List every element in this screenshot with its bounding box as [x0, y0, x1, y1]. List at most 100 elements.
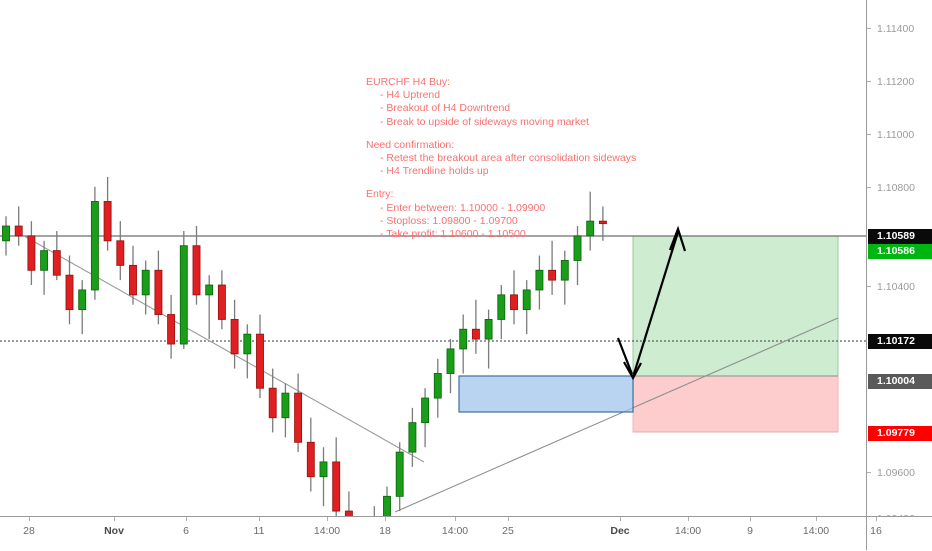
candle-body — [167, 314, 176, 345]
price-tick-label: 1.11400 — [877, 23, 915, 35]
price-badge[interactable]: 1.09779 — [868, 426, 932, 441]
h4-uptrend-line[interactable] — [394, 317, 839, 513]
candle-body — [65, 274, 74, 311]
annotation-item: - Take profit: 1.10600 - 1.10500 — [380, 228, 526, 241]
candle-body — [446, 348, 455, 374]
candle-body — [408, 422, 417, 453]
candle-body — [433, 373, 442, 399]
candle-body — [205, 284, 214, 296]
chart-plot-area[interactable]: EURCHF H4 Buy: - H4 Uptrend - Breakout of … — [0, 0, 866, 516]
candle-body — [40, 250, 49, 271]
price-tick-mark — [867, 134, 871, 135]
trade-idea-annotation: EURCHF H4 Buy: - H4 Uptrend - Breakout of … — [366, 76, 696, 251]
time-tick-mark — [186, 517, 187, 521]
candle-body — [421, 397, 430, 424]
annotation-item: - Enter between: 1.10000 - 1.09900 — [380, 201, 546, 214]
time-tick-label: Dec — [610, 525, 630, 537]
candle-body — [217, 284, 226, 320]
annotation-block: Need confirmation: - Retest the breakout … — [366, 139, 696, 179]
annotation-heading: Entry: — [366, 188, 394, 201]
candle-body — [573, 235, 582, 261]
time-tick-mark — [455, 517, 456, 521]
price-badge[interactable]: 1.10586 — [868, 244, 932, 259]
price-badge[interactable]: 1.10172 — [868, 334, 932, 349]
candle-body — [510, 294, 518, 311]
annotation-heading: EURCHF H4 Buy: — [366, 76, 451, 88]
price-tick-mark — [867, 187, 871, 188]
candle-body — [192, 245, 201, 296]
time-tick-label: 16 — [870, 525, 882, 537]
candle-body — [14, 225, 23, 237]
projection-arrow — [616, 225, 687, 381]
time-tick-label: 18 — [379, 525, 391, 537]
candle-body — [395, 451, 404, 497]
consolidation-zone-rect — [458, 375, 634, 413]
take-profit-zone-rect — [632, 235, 839, 377]
candle-body — [268, 387, 277, 419]
time-tick-label: Nov — [104, 525, 124, 537]
price-tick: 1.10400 — [867, 280, 932, 294]
time-tick-label: 14:00 — [441, 525, 469, 537]
price-badge[interactable]: 1.10589 — [868, 229, 932, 244]
price-tick: 1.11200 — [867, 75, 932, 89]
price-tick-label: 1.11000 — [877, 129, 915, 141]
time-tick-label: 25 — [502, 525, 514, 537]
candle-body — [548, 269, 557, 281]
annotation-item: - Retest the breakout area after consoli… — [380, 152, 637, 165]
time-tick-label: 9 — [747, 525, 753, 537]
candle-body — [332, 461, 341, 512]
candle-body — [2, 225, 10, 242]
candle-body — [256, 333, 264, 389]
candle-body — [52, 250, 61, 276]
time-tick-mark — [816, 517, 817, 521]
time-tick-mark — [259, 517, 260, 521]
price-tick: 1.10800 — [867, 181, 932, 195]
candle-body — [459, 328, 468, 350]
annotation-block: Entry: - Enter between: 1.10000 - 1.09900… — [366, 188, 696, 241]
annotation-item: - H4 Trendline holds up — [380, 165, 489, 178]
candle-body — [179, 245, 188, 345]
price-tick-label: 1.09600 — [877, 467, 915, 479]
candle-body — [141, 269, 150, 296]
price-tick-mark — [867, 286, 871, 287]
time-tick-label: 14:00 — [674, 525, 702, 537]
candle-body — [306, 441, 315, 478]
candle-body — [522, 289, 531, 311]
time-axis[interactable]: 28 Nov 6 11 14:00 18 14:00 25 Dec 14:00 9 14:00 16 — [0, 516, 932, 551]
price-tick-mark — [867, 81, 871, 82]
time-tick-label: 28 — [23, 525, 35, 537]
candle-body — [129, 264, 137, 296]
annotation-block: EURCHF H4 Buy: - H4 Uptrend - Breakout of … — [366, 76, 696, 129]
time-tick-mark — [688, 517, 689, 521]
price-tick: 1.11400 — [867, 22, 932, 36]
price-axis[interactable]: 1.11400 1.11200 1.11000 1.10800 1.10400 1.096… — [866, 0, 932, 525]
time-tick-mark — [29, 517, 30, 521]
time-tick-label: 11 — [253, 525, 265, 537]
time-tick-mark — [750, 517, 751, 521]
candle-body — [598, 220, 607, 225]
annotation-item: - Stoploss: 1.09800 - 1.09700 — [380, 214, 518, 227]
candle-body — [471, 328, 480, 340]
stoploss-zone-rect — [632, 375, 839, 433]
candle-body — [383, 495, 391, 516]
annotation-item: - Breakout of H4 Downtrend — [380, 102, 511, 115]
time-tick-mark — [508, 517, 509, 521]
time-tick-mark — [385, 517, 386, 521]
price-tick: 1.11000 — [867, 128, 932, 142]
annotation-item: - H4 Uptrend — [380, 89, 441, 102]
candle-body — [116, 240, 125, 266]
annotation-heading: Need confirmation: — [366, 138, 455, 151]
candle-body — [484, 318, 493, 340]
price-tick-label: 1.10800 — [877, 182, 915, 194]
candle-body — [281, 392, 290, 419]
price-tick-label: 1.10400 — [877, 281, 915, 293]
time-tick-mark — [876, 517, 877, 521]
annotation-item: - Break to upside of sideways moving mar… — [380, 115, 589, 128]
h4-downtrend-line[interactable] — [23, 235, 425, 463]
price-badge[interactable]: 1.10004 — [868, 374, 932, 389]
time-tick-mark — [114, 517, 115, 521]
candle-body — [319, 461, 328, 478]
candle-body — [103, 201, 112, 242]
price-tick-label: 1.11200 — [877, 76, 915, 88]
